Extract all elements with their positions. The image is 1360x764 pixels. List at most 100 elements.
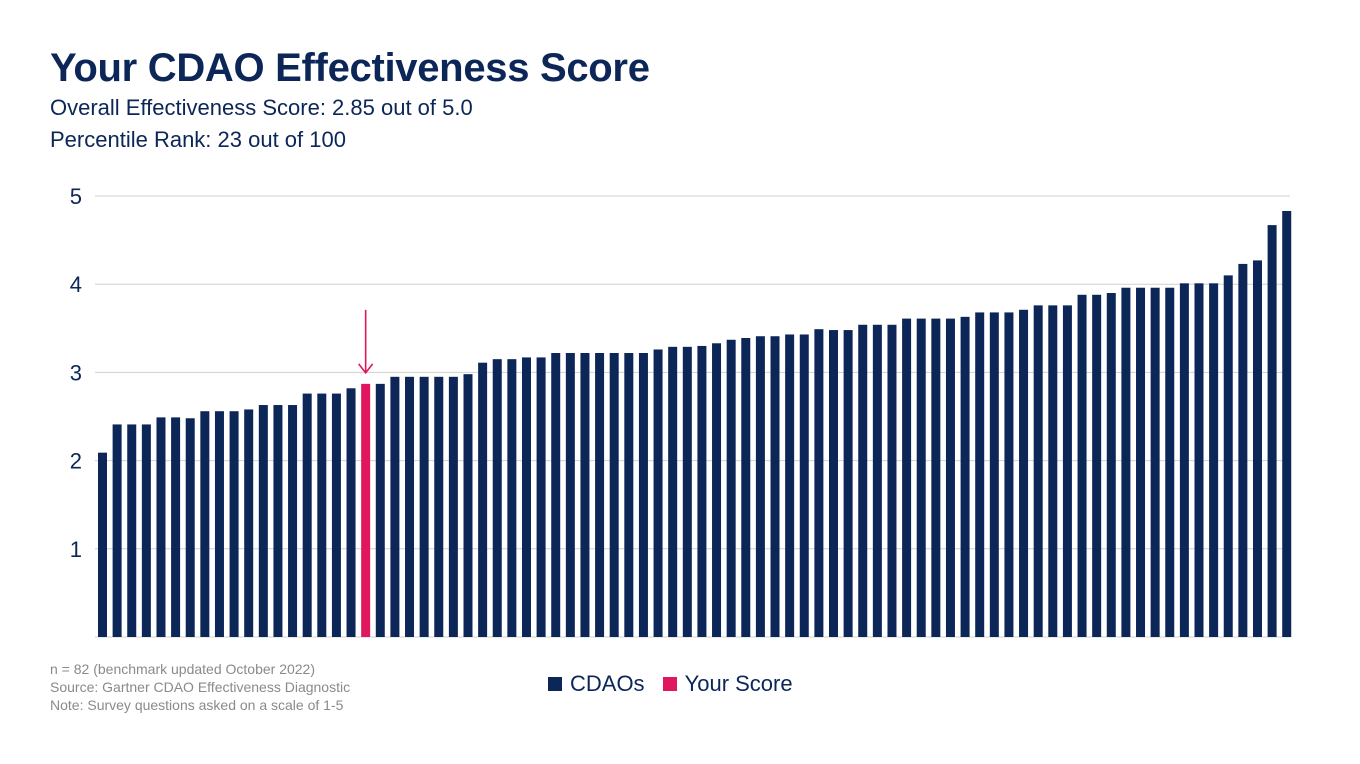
bar [214,411,224,637]
bar [317,393,327,637]
your-score-arrow-icon [358,309,374,375]
bar [288,405,298,637]
bar [565,353,575,637]
legend-label-cdaos: CDAOs [570,671,645,696]
bar [141,424,151,637]
bar [492,359,502,637]
bar [536,357,546,637]
y-tick-label: 3 [70,360,82,385]
bar [712,343,722,637]
bar [419,376,429,637]
bar [156,417,166,637]
bar [302,393,312,637]
bar [975,312,985,637]
bar [960,316,970,637]
bar [551,353,561,637]
legend-swatch-your-score [662,677,677,691]
bar [244,409,254,637]
bar [1179,283,1189,637]
bar [755,336,765,637]
bar [1267,225,1277,638]
bar [346,388,356,637]
bar [463,374,473,637]
bar [1048,305,1058,637]
bar [682,346,692,637]
bar [98,452,107,637]
bar [1004,312,1014,637]
bar [258,405,268,637]
bar [1062,305,1072,637]
bar [902,318,912,637]
y-tick-label: 5 [70,184,82,209]
legend-label-your-score: Your Score [684,671,793,696]
bar [1150,287,1160,637]
bar [229,411,239,637]
legend-item-your-score: Your Score [662,671,793,697]
bar [829,330,838,637]
sample-size-note: n = 82 (benchmark updated October 2022) [50,661,316,677]
bar [858,324,868,637]
bar [653,349,663,637]
bar [916,318,926,637]
legend-swatch-cdaos [548,677,562,691]
bar [1194,283,1204,637]
bar [1238,263,1248,637]
bar [843,330,853,637]
bar [273,405,283,637]
bar [697,345,707,637]
bar [434,376,444,637]
bar [507,359,517,637]
bar [945,318,955,637]
y-tick-label: 2 [70,449,82,474]
bar [931,318,941,637]
bar [1033,305,1043,637]
bar [171,417,181,637]
bar [478,362,488,637]
y-tick-label: 4 [70,272,82,297]
scale-note: Note: Survey questions asked on a scale … [50,697,344,713]
bar [814,329,824,637]
bar [1209,283,1219,637]
bar [799,334,809,637]
bar [1136,287,1146,637]
bar [668,346,678,637]
bar [1092,294,1102,637]
bar [1165,287,1175,637]
bar [1252,260,1262,637]
bar [872,324,882,637]
bar [521,357,531,637]
bar [1121,287,1131,637]
bar [405,376,415,637]
bar [989,312,999,637]
bar [448,376,458,637]
bar [1019,309,1029,637]
bar [1106,293,1116,637]
bar [638,353,648,637]
bar [185,418,195,637]
bar [624,353,634,637]
y-tick-label: 1 [70,537,82,562]
bar [609,353,619,637]
legend-item-cdaos: CDAOs [548,671,645,697]
bar-your-score [361,383,371,637]
bar [887,324,897,637]
bar [112,424,122,637]
bar [595,353,605,637]
bar [331,393,341,637]
overall-score-subtitle: Overall Effectiveness Score: 2.85 out of… [50,95,473,120]
bar [1223,275,1233,637]
bar [741,338,751,637]
bar [375,383,385,637]
bar [127,424,137,637]
source-note: Source: Gartner CDAO Effectiveness Diagn… [50,679,351,695]
bar [200,411,210,637]
chart-legend: CDAOs Your Score [548,671,811,697]
bar [580,353,590,637]
chart-title: Your CDAO Effectiveness Score [50,46,650,90]
bar [1282,210,1292,638]
bar [390,376,400,637]
footnotes: n = 82 (benchmark updated October 2022) … [50,660,350,714]
bar [785,334,795,637]
bar [1077,294,1087,637]
